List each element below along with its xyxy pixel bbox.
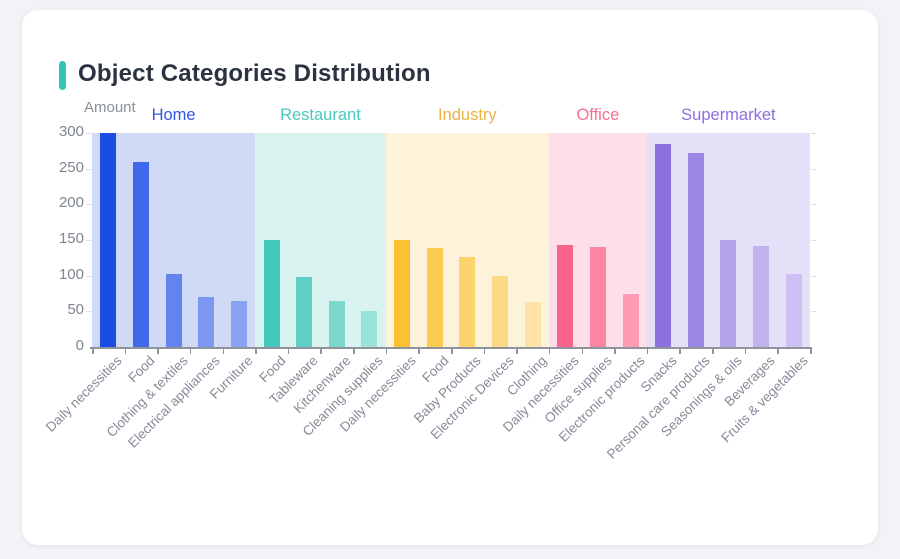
y-tick-mark-right <box>811 311 816 313</box>
bar-clothing[interactable] <box>524 302 541 347</box>
x-axis-tick <box>353 348 355 354</box>
y-axis-title: Amount <box>84 99 136 116</box>
x-axis-tick <box>712 348 714 354</box>
y-tick-label: 200 <box>58 194 84 212</box>
bar-daily-necessities[interactable] <box>100 133 117 347</box>
bar-electronic-devices[interactable] <box>491 275 508 347</box>
x-axis-tick <box>451 348 453 354</box>
y-tick-mark-left <box>86 133 91 134</box>
y-tick-mark-left <box>86 275 91 277</box>
y-tick-label: 250 <box>58 158 84 176</box>
y-tick-mark-left <box>86 311 91 313</box>
y-tick-mark-right <box>811 240 816 241</box>
group-label-office: Office <box>576 106 620 124</box>
x-axis-tick <box>810 348 812 354</box>
bar-daily-necessities[interactable] <box>394 240 411 347</box>
group-label-industry: Industry <box>437 106 497 124</box>
y-tick-mark-right <box>811 275 816 277</box>
group-label-home: Home <box>151 106 196 124</box>
bar-clothing-textiles[interactable] <box>165 273 182 347</box>
bar-beverages[interactable] <box>753 246 770 347</box>
bar-food[interactable] <box>263 240 280 347</box>
x-axis-tick <box>418 348 420 354</box>
x-axis-tick <box>646 348 649 354</box>
x-axis-tick <box>483 348 486 354</box>
x-axis-tick <box>157 348 159 354</box>
bar-electronic-products[interactable] <box>622 293 639 347</box>
group-label-supermarket: Supermarket <box>681 106 776 124</box>
title-accent-bar <box>59 61 66 90</box>
x-axis-tick <box>222 348 225 354</box>
bar-daily-necessities[interactable] <box>557 244 574 347</box>
y-tick-label: 150 <box>58 230 84 247</box>
bar-snacks[interactable] <box>655 143 672 347</box>
x-axis-tick <box>385 348 388 354</box>
x-axis-tick <box>614 348 616 354</box>
x-axis-tick <box>92 348 94 354</box>
bar-fruits-vegetables[interactable] <box>785 274 802 347</box>
bar-furniture[interactable] <box>230 300 247 347</box>
bar-personal-care-products[interactable] <box>687 152 704 347</box>
bar-electrical-appliances[interactable] <box>198 297 215 347</box>
x-axis-tick <box>679 348 681 354</box>
x-axis-tick <box>516 348 518 354</box>
y-tick-label: 300 <box>58 123 84 140</box>
bar-cleaning-supplies[interactable] <box>361 310 378 347</box>
x-axis-tick <box>189 348 192 354</box>
page-title: Object Categories Distribution <box>78 60 431 87</box>
x-axis-tick <box>581 348 584 354</box>
x-axis-tick <box>287 348 290 354</box>
y-tick-mark-left <box>86 168 91 170</box>
y-tick-mark-right <box>811 133 816 134</box>
group-label-restaurant: Restaurant <box>280 106 361 124</box>
x-axis-tick <box>124 348 127 354</box>
x-axis-tick <box>320 348 322 354</box>
x-axis-tick <box>777 348 779 354</box>
bar-baby-products[interactable] <box>459 257 476 347</box>
x-axis-tick <box>255 348 257 354</box>
y-tick-label: 100 <box>58 265 84 283</box>
y-tick-mark-left <box>86 204 91 206</box>
x-axis-tick <box>744 348 747 354</box>
bar-tableware[interactable] <box>296 277 313 347</box>
bar-seasonings-oils[interactable] <box>720 240 737 347</box>
y-tick-mark-right <box>811 204 816 206</box>
y-tick-label: 50 <box>67 301 84 319</box>
y-tick-mark-right <box>811 168 816 170</box>
y-tick-label: 0 <box>75 337 84 354</box>
y-tick-mark-left <box>86 240 91 241</box>
bar-food[interactable] <box>426 247 443 347</box>
x-axis-tick <box>548 348 551 354</box>
bar-food[interactable] <box>132 161 149 347</box>
bar-kitchenware[interactable] <box>328 300 345 347</box>
bar-office-supplies[interactable] <box>589 247 606 347</box>
